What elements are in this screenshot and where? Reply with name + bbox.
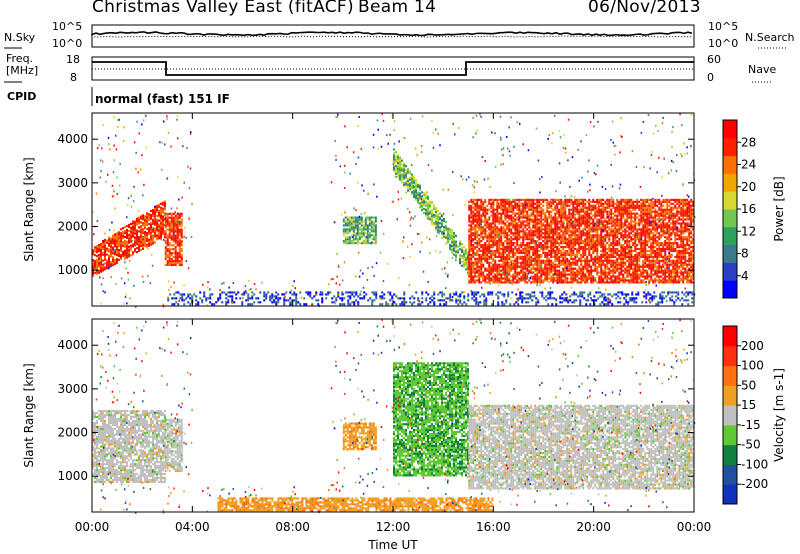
colorbar-swatch [723,137,737,157]
freq-tick-top: 18 [66,53,80,66]
colorbar-swatch [723,405,737,426]
noise-right-tick-top: 10^5 [708,20,739,33]
colorbar-tick-label: 200 [741,339,764,353]
nave-tick-bottom: 0 [707,71,714,84]
noise-left-tick-bottom: 10^0 [52,37,83,50]
colorbar-swatch [723,484,737,505]
x-tick-label: 12:00 [376,520,411,534]
x-tick-label: 00:00 [677,520,712,534]
y-tick-label: 2000 [57,220,88,234]
nave-label: Nave [748,63,777,76]
nsky-label: N.Sky [4,31,36,44]
y-tick-label: 2000 [57,426,88,440]
y-tick-label: 3000 [57,176,88,190]
colorbar-tick-label: 12 [741,224,756,238]
power-data-pixels [92,113,696,308]
date-label: 06/Nov/2013 [588,0,701,17]
colorbar-frame [722,325,738,505]
colorbar-swatch [723,226,737,246]
nsearch-label: N.Search [745,31,795,44]
colorbar-swatch [723,209,737,228]
cpid-value: normal (fast) 151 IF [95,92,230,106]
x-tick-label: 08:00 [275,520,310,534]
freq-label: Freq. [6,52,34,65]
x-tick-label: 00:00 [75,520,110,534]
colorbar-swatch [723,155,737,174]
colorbar-swatch [723,385,737,406]
colorbar-swatch [723,191,737,210]
colorbar-swatch [723,444,737,465]
y-tick-label: 1000 [57,469,88,483]
colorbar-label: Power [dB] [772,176,786,241]
freq-line [92,61,694,76]
colorbar-swatch [723,244,737,263]
y-tick-label: 1000 [57,263,88,277]
colorbar-tick-label: -200 [741,477,768,491]
colorbar-tick-label: -15 [741,418,761,432]
noise-left-tick-top: 10^5 [52,20,83,33]
velocity-data-pixels [92,319,696,514]
colorbar-tick-label: 28 [741,135,756,149]
y-tick-label: 3000 [57,382,88,396]
colorbar-tick-label: 24 [741,158,756,172]
beam-label: Beam 14 [358,0,437,17]
x-tick-label: 04:00 [175,520,210,534]
colorbar-tick-label: 100 [741,359,764,373]
x-tick-label: 20:00 [576,520,611,534]
freq-tick-bottom: 8 [70,71,77,84]
y-axis-label: Slant Range [km] [22,363,36,467]
colorbar-swatch [723,262,737,281]
colorbar-swatch [723,173,737,192]
y-tick-label: 4000 [57,338,88,352]
colorbar-tick-label: 8 [741,247,749,261]
colorbar-tick-label: -100 [741,457,768,471]
x-axis-label: Time UT [367,538,418,552]
cpid-label: CPID [7,90,37,103]
y-tick-label: 4000 [57,132,88,146]
colorbar-swatch [723,345,737,367]
x-tick-label: 16:00 [476,520,511,534]
colorbar-swatch [723,424,737,446]
colorbar-tick-label: 16 [741,202,756,216]
colorbar-tick-label: 20 [741,180,756,194]
colorbar-swatch [723,326,737,347]
colorbar-swatch [723,464,737,485]
colorbar-swatch [723,120,737,139]
colorbar-tick-label: 15 [741,398,756,412]
colorbar-label: Velocity [m s-1] [772,368,786,462]
noise-search-line [91,35,693,38]
noise-sky-line [91,31,693,37]
noise-right-tick-bottom: 10^0 [708,37,739,50]
colorbar-tick-label: -50 [741,438,761,452]
colorbar-swatch [723,365,737,386]
colorbar-swatch [723,280,737,299]
colorbar-tick-label: 50 [741,378,756,392]
freq-unit-label: [MHz] [6,64,39,77]
nave-tick-top: 60 [707,53,721,66]
station-title: Christmas Valley East (fitACF) [92,0,354,17]
colorbar-tick-label: 4 [741,269,749,283]
y-axis-label: Slant Range [km] [22,157,36,261]
